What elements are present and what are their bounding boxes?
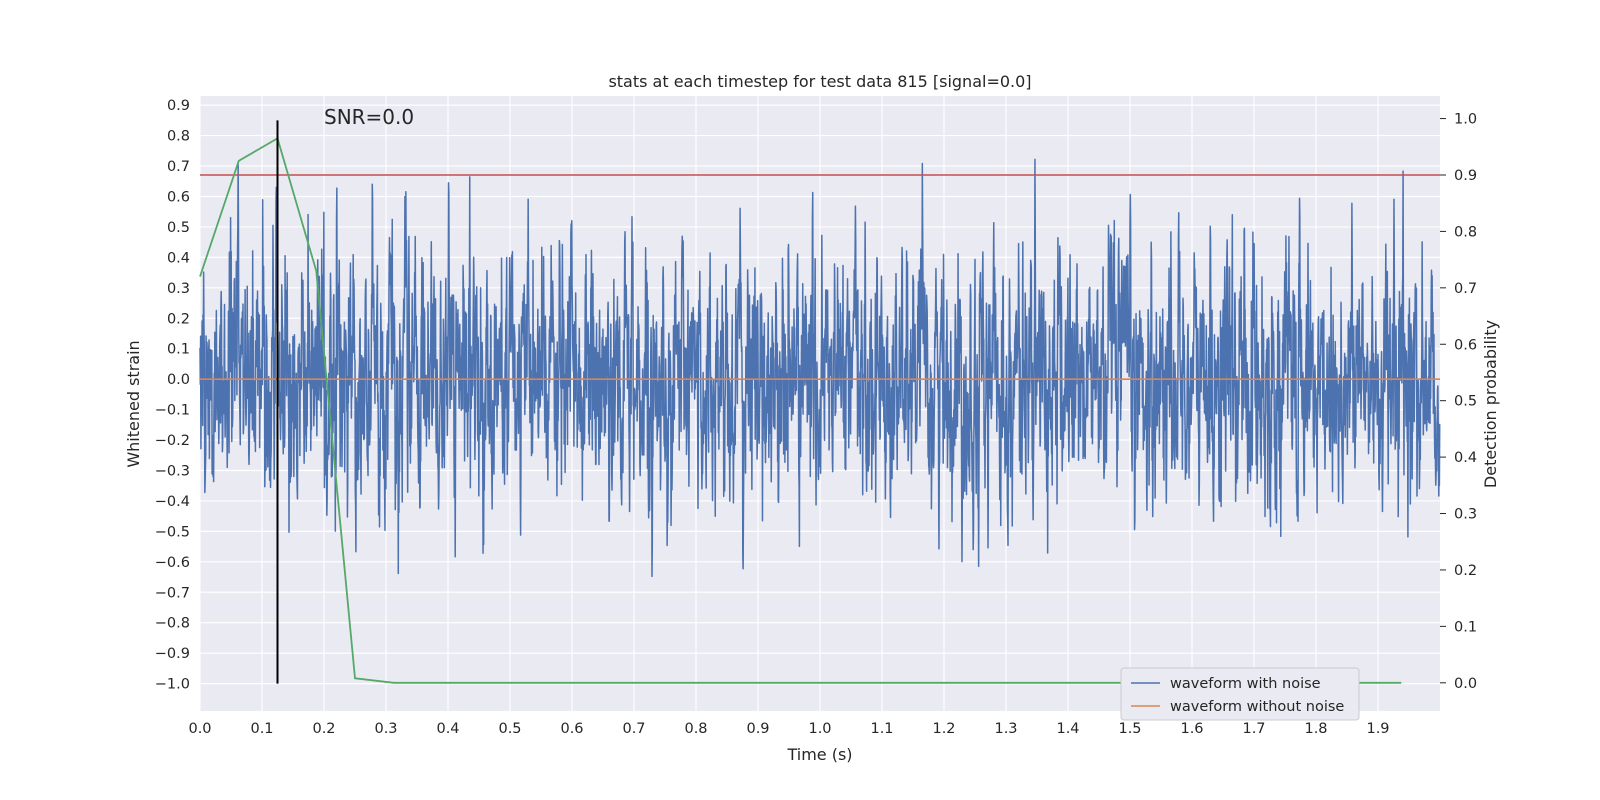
x-tick-label: 1.8 <box>1304 721 1327 737</box>
y-tick-label: 0.6 <box>167 189 190 205</box>
x-tick-label: 0.6 <box>560 721 583 737</box>
x-tick-label: 0.4 <box>436 721 459 737</box>
x-tick-label: 1.4 <box>1056 721 1079 737</box>
x-tick-label: 1.9 <box>1366 721 1389 737</box>
y2-tick-label: 0.0 <box>1454 676 1477 692</box>
y2-tick-label: 0.1 <box>1454 619 1477 635</box>
y-tick-label: 0.3 <box>167 281 190 297</box>
x-tick-label: 1.3 <box>994 721 1017 737</box>
y-tick-label: −0.5 <box>155 524 190 540</box>
y2-tick-label: 0.5 <box>1454 394 1477 410</box>
x-tick-label: 0.7 <box>622 721 645 737</box>
y2-tick-label: 0.9 <box>1454 168 1477 184</box>
legend-label-with-noise: waveform with noise <box>1170 676 1321 692</box>
detection-probability-line <box>199 136 1402 684</box>
y-tick-label: −0.2 <box>155 433 190 449</box>
y-axis-label: Whitened strain <box>124 340 143 467</box>
x-tick-label: 0.9 <box>746 721 769 737</box>
y2-tick-label: 0.7 <box>1454 281 1477 297</box>
x-tick-label: 1.2 <box>932 721 955 737</box>
y-tick-label: −0.9 <box>155 646 190 662</box>
x-tick-label: 0.3 <box>374 721 397 737</box>
y-tick-label: 0.7 <box>167 159 190 175</box>
y2-tick-label: 0.6 <box>1454 337 1477 353</box>
y-tick-label: −0.8 <box>155 616 190 632</box>
series-waveform-with-noise <box>199 158 1441 578</box>
x-tick-label: 1.5 <box>1118 721 1141 737</box>
y2-tick-label: 0.2 <box>1454 563 1477 579</box>
y-tick-label: −0.3 <box>155 463 190 479</box>
x-tick-label: 0.1 <box>250 721 273 737</box>
y-tick-label: 0.0 <box>167 372 190 388</box>
legend-label-without-noise: waveform without noise <box>1170 699 1344 715</box>
legend-box <box>1120 667 1360 721</box>
y-tick-label: −0.1 <box>155 403 190 419</box>
x-tick-label: 0.5 <box>498 721 521 737</box>
y-tick-label: 0.9 <box>167 98 190 114</box>
y-tick-label: 0.8 <box>167 129 190 145</box>
x-tick-label: 0.2 <box>312 721 335 737</box>
y-tick-label: −0.4 <box>155 494 190 510</box>
legend: waveform with noise waveform without noi… <box>1120 667 1360 721</box>
y-tick-label: −0.7 <box>155 585 190 601</box>
y-tick-label: 0.1 <box>167 342 190 358</box>
y2-tick-labels: 1.0 0.9 0.8 0.7 0.6 0.5 0.4 0.3 0.2 0.1 0.0 <box>1440 112 1477 692</box>
y-tick-label: 0.2 <box>167 311 190 327</box>
x-tick-label: 1.1 <box>870 721 893 737</box>
chart-title: stats at each timestep for test data 815… <box>608 72 1031 91</box>
y-tick-label: 0.4 <box>167 250 190 266</box>
y-tick-label: 0.5 <box>167 220 190 236</box>
waveform-with-noise-line <box>199 158 1441 578</box>
y2-tick-label: 1.0 <box>1454 112 1477 128</box>
x-tick-label: 0.0 <box>188 721 211 737</box>
y2-axis-label: Detection probability <box>1481 320 1500 488</box>
y-tick-labels: 0.9 0.8 0.7 0.6 0.5 0.4 0.3 0.2 0.1 0.0 −0.1 −0.2 −0… <box>155 98 190 692</box>
y2-tick-label: 0.8 <box>1454 224 1477 240</box>
y2-tick-label: 0.3 <box>1454 507 1477 523</box>
x-tick-label: 1.0 <box>808 721 831 737</box>
y-tick-label: −0.6 <box>155 555 190 571</box>
series-detection-probability <box>199 136 1402 684</box>
x-tick-label: 1.7 <box>1242 721 1265 737</box>
x-tick-labels: 0.0 0.1 0.2 0.3 0.4 0.5 0.6 0.7 0.8 0.9 1.0 1.1 1.2 1… <box>188 721 1389 737</box>
x-tick-label: 1.6 <box>1180 721 1203 737</box>
snr-annotation: SNR=0.0 <box>324 105 414 129</box>
y2-tick-label: 0.4 <box>1454 450 1477 466</box>
x-tick-label: 0.8 <box>684 721 707 737</box>
x-axis-label: Time (s) <box>786 745 852 764</box>
y-tick-label: −1.0 <box>155 677 190 693</box>
